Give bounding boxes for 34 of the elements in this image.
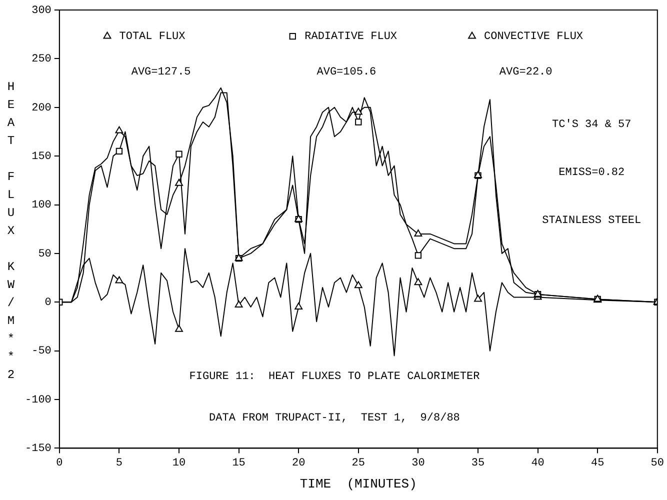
x-tick-label: 35 — [471, 458, 485, 470]
x-tick-label: 10 — [172, 458, 186, 470]
y-tick-label: 300 — [32, 4, 52, 17]
y-tick-label: 50 — [38, 248, 52, 260]
annotation: AVG=22.0 — [499, 66, 552, 78]
y-tick-label: -50 — [32, 346, 52, 358]
x-tick-label: 15 — [232, 458, 246, 470]
x-tick-label: 50 — [650, 458, 664, 470]
legend-label: TOTAL FLUX — [119, 31, 186, 44]
x-tick-label: 20 — [292, 458, 306, 470]
x-tick-label: 40 — [531, 458, 544, 470]
annotation: AVG=127.5 — [131, 66, 191, 78]
y-tick-label: 150 — [32, 150, 52, 163]
y-axis-title: HEAT FLUX KW/M**2 — [4, 80, 18, 388]
x-tick-label: 0 — [56, 458, 63, 470]
x-tick-label: 5 — [116, 458, 123, 470]
y-tick-label: 250 — [32, 54, 52, 66]
y-tick-label: 100 — [32, 200, 52, 212]
annotation: DATA FROM TRUPACT-II, TEST 1, 9/8/88 — [209, 412, 460, 424]
annotation: TC'S 34 & 57 — [552, 118, 632, 131]
annotation: FIGURE 11: HEAT FLUXES TO PLATE CALORIMETER — [189, 370, 480, 383]
x-tick-label: 25 — [352, 458, 366, 470]
annotation: EMISS=0.82 — [558, 167, 625, 180]
x-tick-label: 45 — [591, 458, 604, 470]
y-tick-label: -150 — [25, 443, 52, 456]
legend-label: CONVECTIVE FLUX — [484, 31, 584, 44]
x-tick-label: 30 — [412, 458, 425, 470]
y-tick-label: -100 — [25, 394, 52, 406]
x-axis-title: TIME (MINUTES) — [300, 476, 417, 492]
y-tick-label: 0 — [44, 297, 52, 310]
annotation: AVG=105.6 — [316, 66, 376, 78]
legend-label: RADIATIVE FLUX — [304, 31, 398, 44]
annotation: STAINLESS STEEL — [542, 215, 642, 228]
y-tick-label: 200 — [32, 102, 52, 114]
